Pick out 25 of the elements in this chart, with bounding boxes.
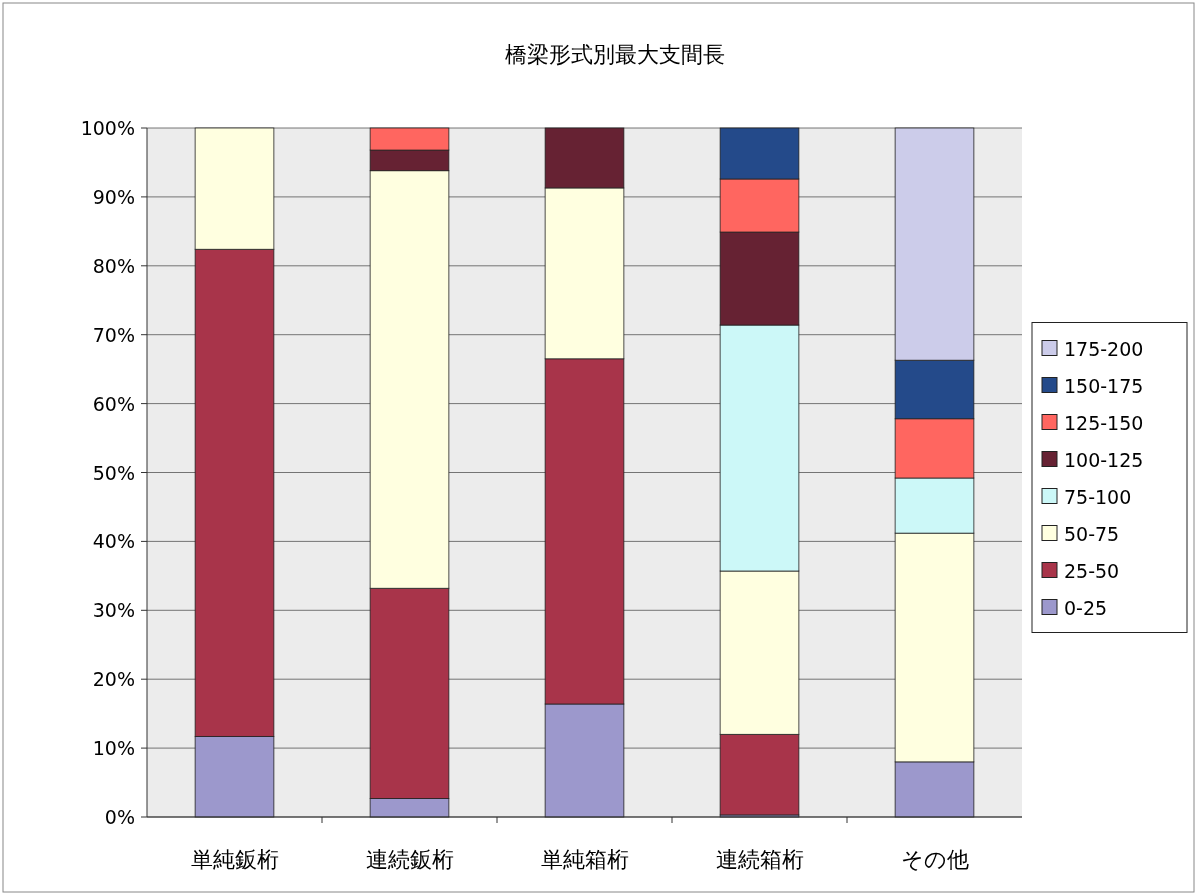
legend-label: 150-175 <box>1064 374 1144 397</box>
y-tick-label: 70% <box>92 323 135 346</box>
legend-label: 175-200 <box>1064 337 1144 360</box>
chart-title: 橋梁形式別最大支間長 <box>504 42 725 67</box>
legend-label: 75-100 <box>1064 485 1132 508</box>
y-tick-label: 10% <box>92 737 135 760</box>
y-tick-label: 0% <box>104 806 135 828</box>
x-tick-label: 連続鈑桁 <box>365 847 454 872</box>
x-tick-label: 単純箱桁 <box>540 847 629 872</box>
x-tick-label: 連続箱桁 <box>715 847 804 872</box>
legend-label: 0-25 <box>1064 596 1108 619</box>
x-tick-label: その他 <box>900 847 969 872</box>
legend-label: 100-125 <box>1064 448 1144 471</box>
legend-label: 125-150 <box>1064 411 1144 434</box>
y-tick-label: 50% <box>92 461 135 484</box>
x-tick-label: 単純鈑桁 <box>190 847 279 872</box>
y-tick-label: 30% <box>92 599 135 622</box>
y-tick-label: 90% <box>92 185 135 208</box>
y-tick-label: 60% <box>92 392 135 415</box>
y-tick-label: 100% <box>80 117 135 139</box>
legend-label: 50-75 <box>1064 522 1120 545</box>
y-tick-label: 40% <box>92 530 135 553</box>
y-tick-label: 20% <box>92 668 135 691</box>
y-tick-label: 80% <box>92 254 135 277</box>
legend-label: 25-50 <box>1064 559 1120 582</box>
